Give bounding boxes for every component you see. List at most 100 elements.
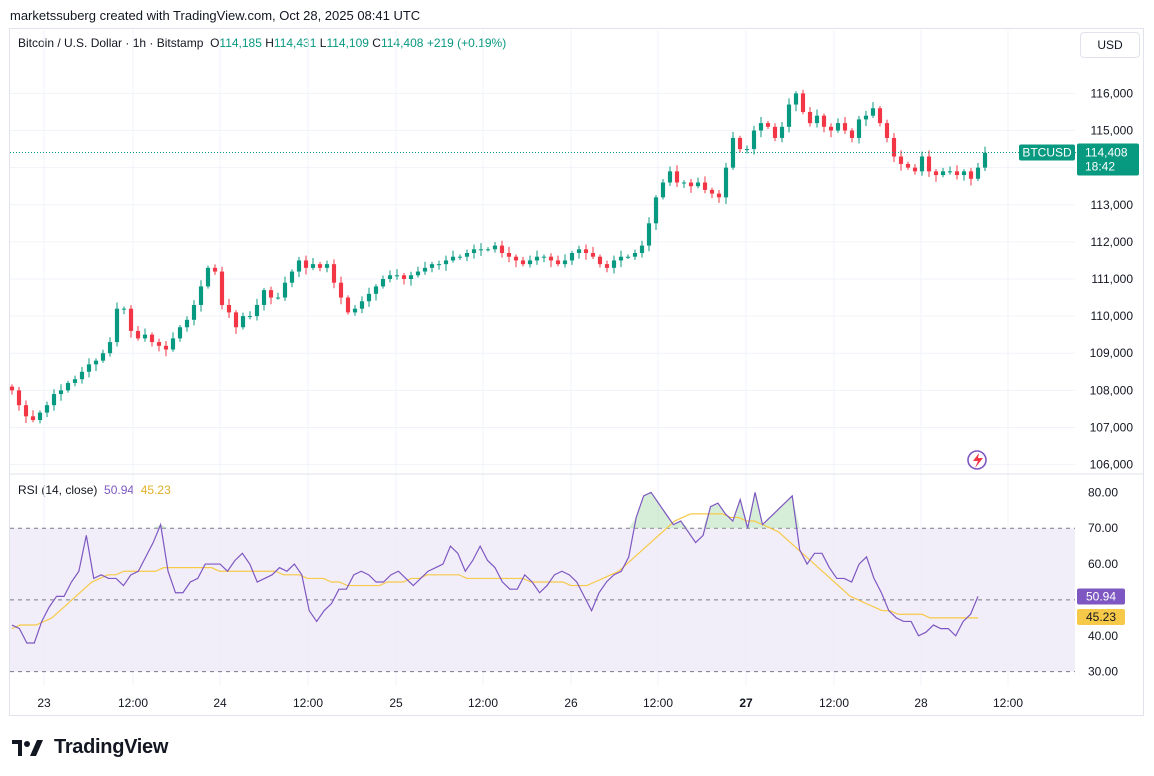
chart-frame (9, 28, 1144, 716)
chart-credit: marketssuberg created with TradingView.c… (10, 8, 421, 23)
candle-body (716, 193, 722, 198)
candle-body (366, 293, 372, 302)
tradingview-logo-text: TradingView (54, 736, 169, 758)
candle-body (142, 334, 148, 339)
candle-body (786, 104, 792, 127)
rsi-tick-label: 40.00 (1088, 629, 1118, 643)
time-tick-label: 12:00 (118, 696, 148, 710)
candle-body (30, 416, 36, 421)
time-tick-label: 23 (37, 696, 51, 710)
symbol-legend[interactable]: Bitcoin / U.S. Dollar · 1h · Bitstamp O1… (18, 36, 506, 50)
candle-body (282, 282, 288, 298)
candle-body (478, 249, 484, 251)
candle-body (807, 111, 813, 124)
time-tick-label: 12:00 (468, 696, 498, 710)
candle-body (149, 334, 155, 343)
candle-body (65, 382, 71, 391)
price-axis: 106,000 107,000 108,000 109,000 110,000 111,0… (1090, 86, 1134, 471)
candle-body (198, 286, 204, 305)
rsi-tick-label: 30.00 (1088, 665, 1118, 679)
rsi-legend-value: 50.94 (104, 483, 135, 497)
time-tick-label: 27 (739, 696, 753, 710)
price-tick-label: 108,000 (1090, 383, 1134, 397)
rsi-value-tag-text: 50.94 (1086, 590, 1116, 604)
candle-body (821, 115, 827, 127)
candle-body (870, 108, 876, 116)
candle-body (814, 115, 820, 124)
candle-body (100, 353, 106, 361)
candle-body (324, 264, 330, 268)
candle-body (737, 137, 743, 150)
candle-body (520, 260, 526, 265)
open-value: 114,185 (219, 36, 262, 50)
rsi-overbought-fill (12, 492, 978, 529)
candle-body (387, 275, 393, 279)
candle-body (373, 286, 379, 294)
time-tick-label: 12:00 (643, 696, 673, 710)
candle-body (639, 245, 645, 254)
candle-body (352, 308, 358, 313)
candle-body (212, 267, 218, 272)
price-tag-value: 114,408 (1085, 145, 1128, 159)
candle-body (758, 123, 764, 131)
low-label: L (319, 36, 327, 50)
rsi-legend[interactable]: RSI (14, close) 50.94 45.23 (18, 483, 171, 497)
lightning-icon[interactable] (967, 450, 987, 470)
candle-body (499, 245, 505, 254)
candle-body (702, 182, 708, 190)
candle-body (772, 126, 778, 138)
candle-body (219, 271, 225, 305)
rsi-ma-tag (1077, 609, 1125, 626)
time-tick-label: 24 (213, 696, 227, 710)
candle-body (898, 156, 904, 164)
candle-body (828, 126, 834, 131)
candle-body (751, 130, 757, 150)
high-value: 114,431 (273, 36, 317, 50)
candle-body (947, 171, 953, 173)
price-tick-label: 112,000 (1091, 235, 1134, 249)
candle-body (128, 308, 134, 331)
close-label: C (372, 36, 381, 50)
candle-body (72, 379, 78, 383)
candle-body (338, 282, 344, 298)
rsi-band (10, 527, 1075, 673)
time-tick-label: 28 (914, 696, 928, 710)
tradingview-logo: TradingView (12, 736, 168, 759)
candle-body (506, 253, 512, 257)
time-tick-label: 12:00 (819, 696, 849, 710)
candle-body (345, 297, 351, 313)
price-tick-label: 113,000 (1091, 198, 1134, 212)
candle-body (79, 371, 85, 380)
rsi-value-tag (1077, 588, 1125, 605)
candle-body (982, 152, 988, 168)
time-tick-label: 25 (389, 696, 403, 710)
candle-body (317, 264, 323, 268)
candle-body (51, 394, 57, 406)
candle-body (618, 256, 624, 261)
candle-body (667, 171, 673, 183)
candle-body (513, 256, 519, 261)
candle-body (16, 390, 22, 406)
close-value: 114,408 (380, 36, 424, 50)
candle-body (632, 253, 638, 257)
candle-body (310, 264, 316, 268)
candle-body (114, 308, 120, 343)
candle-body (37, 412, 43, 421)
candle-body (723, 167, 729, 198)
candle-body (541, 256, 547, 258)
candle-body (891, 137, 897, 157)
candle-body (695, 182, 701, 187)
candle-body (359, 301, 365, 309)
candle-body (457, 256, 463, 258)
candle-body (226, 304, 232, 313)
candle-body (163, 345, 169, 350)
candle-body (177, 327, 183, 339)
currency-button[interactable]: USD (1080, 32, 1140, 58)
candle-body (800, 93, 806, 112)
candle-body (688, 182, 694, 187)
candle-body (933, 171, 939, 176)
candle-body (450, 256, 456, 261)
candle-body (646, 223, 652, 246)
